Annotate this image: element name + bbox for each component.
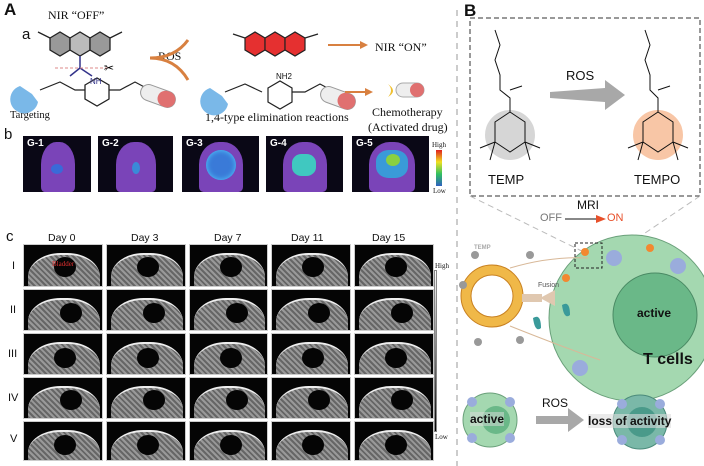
group-label: G-5	[356, 138, 373, 149]
elimination-label: 1,4-type elimination reactions	[205, 110, 349, 124]
ultrasound-image	[106, 244, 186, 287]
day-label: Day 11	[291, 232, 324, 244]
ultrasound-image	[189, 333, 268, 375]
drug-capsule-icon	[140, 84, 176, 108]
ultrasound-image	[189, 289, 268, 331]
ultrasound-image	[189, 377, 268, 419]
panel-c-letter: c	[6, 228, 14, 245]
row-label: V	[10, 433, 18, 445]
temp-label: TEMP	[488, 172, 525, 187]
ultrasound-image	[106, 377, 186, 419]
ultrasound-image	[354, 333, 434, 375]
loss-of-activity-label: loss of activity	[588, 414, 672, 428]
ultrasound-image	[106, 421, 186, 461]
temp-small-label: TEMP	[474, 245, 491, 251]
ultrasound-image	[354, 377, 434, 419]
tempo-label: TEMPO	[634, 172, 681, 187]
ultrasound-image	[271, 289, 351, 331]
nir-off-label: NIR “OFF”	[48, 8, 105, 22]
targeting-label: Targeting	[10, 110, 50, 121]
fluorescence-image-g5: G-5	[352, 136, 429, 192]
us-colorbar-low-label: Low	[435, 433, 448, 441]
group-label: G-1	[27, 138, 44, 149]
ultrasound-image	[354, 244, 434, 287]
panel-a-letter: A	[4, 0, 17, 19]
phenothiazine-off-structure	[37, 31, 123, 57]
ultrasound-image	[189, 244, 268, 287]
ultrasound-image	[354, 421, 434, 461]
row-label: II	[10, 304, 17, 316]
row-label: I	[12, 260, 16, 272]
ultrasound-image	[23, 421, 103, 461]
fluorescence-image-g3: G-3	[182, 136, 259, 192]
ros-label-b: ROS	[566, 68, 595, 83]
ultrasound-image	[271, 333, 351, 375]
fusion-label: Fusion	[538, 282, 560, 289]
chemotherapy-label: Chemotherapy	[372, 105, 443, 119]
day-label: Day 3	[131, 232, 159, 244]
ros-arrow	[550, 80, 625, 110]
ultrasound-image	[23, 333, 103, 375]
row-label: IV	[8, 392, 19, 404]
colorbar-low-label: Low	[433, 187, 446, 195]
ultrasound-image	[106, 289, 186, 331]
group-label: G-3	[186, 138, 203, 149]
ultrasound-image	[106, 333, 186, 375]
row-label: III	[8, 348, 18, 360]
temp-tempo-box	[469, 17, 701, 197]
targeting-ligand-icon	[10, 86, 39, 114]
scissors-icon: ✂	[104, 61, 114, 75]
mri-label: MRI	[577, 198, 599, 212]
ultrasound-image	[271, 377, 351, 419]
fluorescence-image-g2: G-2	[98, 136, 173, 192]
targeting-ligand-icon	[200, 88, 228, 116]
ros-label-bottom: ROS	[542, 396, 569, 410]
active-label: active	[637, 306, 672, 320]
active-cell-label: active	[470, 412, 505, 426]
off-label: OFF	[540, 212, 562, 224]
activated-drug-capsule-icon	[388, 82, 425, 98]
ultrasound-image	[354, 289, 434, 331]
ultrasound-image	[271, 244, 351, 287]
day-label: Day 0	[48, 232, 76, 244]
nh2-label: NH2	[276, 72, 293, 81]
day-label: Day 15	[372, 232, 406, 244]
t-cell-nucleus	[612, 272, 698, 358]
methylene-blue-on-structure	[232, 31, 319, 57]
nh-label: NH	[90, 77, 102, 86]
ultrasound-image	[271, 421, 351, 461]
fluorescence-image-g1: G-1	[23, 136, 91, 192]
group-label: G-2	[102, 138, 119, 149]
panel-b-letter: b	[4, 126, 13, 143]
ultrasound-image	[189, 421, 268, 461]
bladder-label: Bladder	[52, 260, 75, 268]
t-cells-label: T cells	[643, 351, 693, 368]
nir-on-label: NIR “ON”	[375, 40, 427, 54]
ultrasound-image: Bladder	[23, 244, 103, 287]
day-label: Day 7	[214, 232, 242, 244]
colorbar-high-label: High	[432, 141, 446, 149]
group-label: G-4	[270, 138, 287, 149]
on-label: ON	[607, 212, 624, 224]
us-colorbar-high-label: High	[435, 262, 449, 270]
panel-B-letter: B	[464, 1, 477, 20]
ultrasound-colorbar	[434, 270, 437, 432]
activated-drug-label: (Activated drug)	[368, 120, 448, 134]
ultrasound-image	[23, 377, 103, 419]
fluorescence-image-g4: G-4	[266, 136, 343, 192]
ultrasound-image	[23, 289, 103, 331]
fluorescence-colorbar	[436, 150, 442, 186]
panel-a-sub-letter: a	[22, 26, 31, 43]
